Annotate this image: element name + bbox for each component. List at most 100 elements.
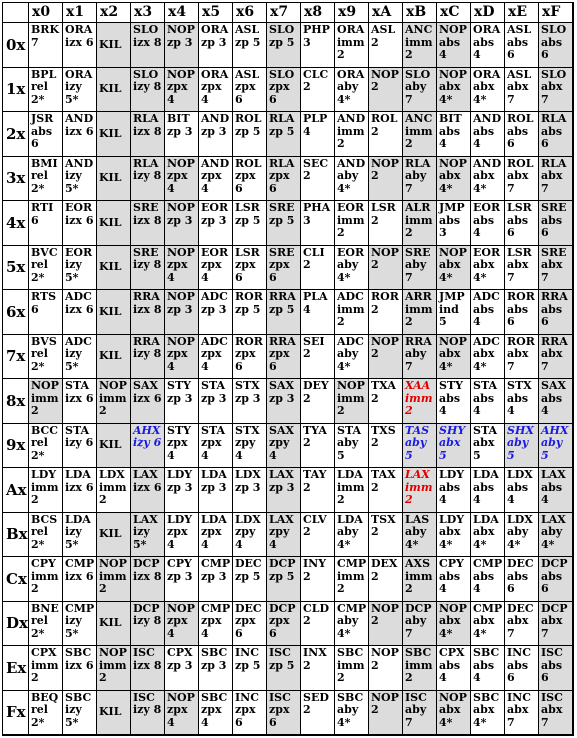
opcode-mnemonic: CMP (65, 557, 95, 570)
opcode-detail: abx (439, 703, 461, 716)
opcode-mnemonic: PHA (303, 201, 331, 214)
opcode-detail: 6 (507, 137, 515, 150)
opcode-mnemonic: LAX (269, 512, 294, 526)
opcode-detail: 4* (439, 359, 453, 373)
opcode-mnemonic: RLA (133, 112, 159, 125)
opcode-cell: ISC izx 8 (131, 646, 165, 691)
row-header: Fx (3, 690, 29, 735)
opcode-detail: abs (507, 124, 529, 138)
opcode-detail: imm (99, 569, 127, 583)
opcode-cell: RLA izx 8 (131, 112, 165, 157)
opcode-detail: 6 (541, 671, 549, 684)
opcode-detail: imm (31, 480, 59, 494)
opcode-cell: INC zpx 6 (233, 690, 267, 735)
opcode-mnemonic: CMP (337, 601, 367, 615)
opcode-detail: izy (65, 80, 82, 93)
opcode-cell: LSR abs 6 (505, 201, 539, 246)
opcode-mnemonic: NOP (371, 156, 399, 170)
opcode-detail: 2 (99, 493, 107, 506)
opcode-mnemonic: ASL (507, 67, 532, 81)
opcode-detail: 2* (31, 92, 45, 106)
opcode-cell: DEC zpx 6 (233, 601, 267, 646)
opcode-detail: zpx (167, 436, 188, 449)
opcode-mnemonic: LDX (507, 468, 533, 481)
opcode-cell: ISC abx 7 (539, 690, 573, 735)
opcode-detail: 4 (473, 315, 481, 328)
opcode-detail: 7 (541, 270, 549, 284)
opcode-cell: CPY abs 4 (437, 557, 471, 602)
opcode-detail: aby (337, 80, 359, 93)
opcode-mnemonic: LDA (201, 512, 227, 526)
opcode-cell: LDA izy 5* (63, 512, 97, 557)
opcode-cell: DEY 2 (301, 379, 335, 424)
opcode-mnemonic: EOR (337, 245, 365, 259)
opcode-cell: NOP abx 4* (437, 67, 471, 112)
opcode-cell: BEQ rel 2* (29, 690, 63, 735)
opcode-detail: 3 (303, 35, 311, 49)
opcode-detail: zpx (167, 614, 188, 627)
opcode-detail: abs (507, 302, 529, 316)
opcode-detail: 6 (235, 181, 243, 195)
opcode-cell: RTS 6 (29, 290, 63, 335)
opcode-detail: zp 5 (235, 35, 261, 49)
opcode-mnemonic: BNE (31, 601, 59, 615)
opcode-detail: abx (507, 258, 529, 271)
opcode-mnemonic: SAX (541, 379, 567, 392)
opcode-mnemonic: NOP (371, 646, 399, 659)
opcode-mnemonic: LSR (371, 201, 396, 214)
opcode-mnemonic: LDY (439, 512, 465, 526)
opcode-detail: zp 5 (269, 569, 295, 583)
opcode-cell: CMP zp 3 (199, 557, 233, 602)
opcode-detail: 7 (31, 35, 39, 49)
opcode-mnemonic: TAS (405, 423, 430, 437)
opcode-cell: ADC imm 2 (335, 290, 369, 335)
opcode-mnemonic: INX (303, 646, 327, 659)
opcode-detail: zp 5 (269, 35, 295, 49)
opcode-mnemonic: LSR (507, 201, 532, 214)
opcode-cell: JSR abs 6 (29, 112, 63, 157)
opcode-detail: 4 (473, 48, 481, 61)
opcode-detail: 2 (405, 404, 413, 417)
opcode-detail: 3 (303, 213, 311, 227)
opcode-detail: zpx (167, 525, 188, 538)
opcode-cell: TAY 2 (301, 468, 335, 513)
column-header: xB (403, 3, 437, 23)
opcode-detail: 7 (405, 715, 413, 729)
opcode-cell: DCP abs 6 (539, 557, 573, 602)
opcode-cell: LDA aby 4* (335, 512, 369, 557)
opcode-cell: BPL rel 2* (29, 67, 63, 112)
opcode-mnemonic: BEQ (31, 690, 59, 704)
opcode-mnemonic: ROL (507, 156, 534, 170)
opcode-cell: SBC imm 2 (335, 646, 369, 691)
opcode-cell: TSX 2 (369, 512, 403, 557)
opcode-mnemonic: STX (235, 379, 260, 392)
column-header: x0 (29, 3, 63, 23)
opcode-detail: izx 8 (133, 124, 162, 138)
opcode-cell: ORA zp 3 (199, 23, 233, 68)
opcode-cell: SBC imm 2 (403, 646, 437, 691)
opcode-mnemonic: EOR (65, 245, 93, 259)
opcode-detail: imm (99, 480, 127, 494)
opcode-cell: RRA izx 8 (131, 290, 165, 335)
opcode-detail: aby (337, 347, 359, 360)
opcode-detail: 6 (507, 226, 515, 239)
opcode-detail: zp 3 (201, 658, 227, 672)
opcode-detail: abs (507, 35, 529, 49)
row-header: Bx (3, 512, 29, 557)
opcode-detail: imm (99, 658, 127, 672)
opcode-detail: 7 (507, 92, 515, 106)
opcode-mnemonic: ORA (65, 23, 93, 36)
row-header: Dx (3, 601, 29, 646)
opcode-mnemonic: TSX (371, 512, 396, 526)
opcode-detail: 5* (65, 270, 79, 284)
opcode-cell: LDA zp 3 (199, 468, 233, 513)
opcode-detail: zpx (235, 80, 256, 93)
column-header: x1 (63, 3, 97, 23)
opcode-mnemonic: DEC (235, 557, 262, 570)
opcode-detail: 4 (167, 359, 175, 373)
opcode-mnemonic: EOR (473, 245, 501, 259)
opcode-mnemonic: ASL (235, 23, 260, 36)
opcode-cell: NOP 2 (369, 601, 403, 646)
opcode-detail: abs (439, 213, 461, 227)
opcode-detail: 3 (439, 226, 447, 239)
